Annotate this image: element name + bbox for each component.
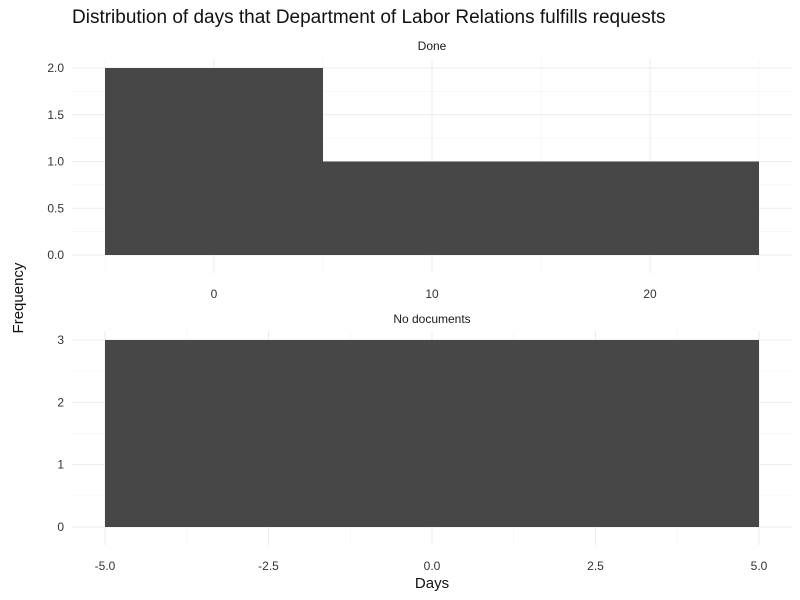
x-tick-label: 2.5 <box>587 559 604 573</box>
facet-strip-label: Done <box>418 39 447 53</box>
histogram-bar <box>323 161 541 255</box>
x-tick-label: 20 <box>643 287 657 301</box>
x-axis-title: Days <box>415 575 449 592</box>
x-tick-label: -5.0 <box>95 559 116 573</box>
histogram-bar <box>105 340 759 527</box>
facets-layer: Done 0.0 0.5 1.0 1.5 2.0 0 10 20 No documents 0 1 2 3… <box>47 39 792 573</box>
x-tick-label: 5.0 <box>751 559 768 573</box>
y-tick-label: 3 <box>57 333 64 347</box>
histogram-bar <box>541 161 759 255</box>
y-axis-title: Frequency <box>10 262 27 333</box>
facet-strip-label: No documents <box>393 312 470 326</box>
y-tick-label: 2 <box>57 395 64 409</box>
x-tick-label: 10 <box>425 287 439 301</box>
y-tick-label: 1 <box>57 458 64 472</box>
y-tick-label: 1.5 <box>47 108 64 122</box>
x-tick-label: 0.0 <box>424 559 441 573</box>
y-tick-label: 0.5 <box>47 201 64 215</box>
y-tick-label: 2.0 <box>47 61 64 75</box>
x-tick-label: 0 <box>211 287 218 301</box>
x-tick-label: -2.5 <box>258 559 279 573</box>
y-tick-label: 0 <box>57 520 64 534</box>
chart-title: Distribution of days that Department of … <box>72 7 666 28</box>
y-tick-label: 1.0 <box>47 155 64 169</box>
y-tick-label: 0.0 <box>47 248 64 262</box>
histogram-bar <box>105 68 323 255</box>
